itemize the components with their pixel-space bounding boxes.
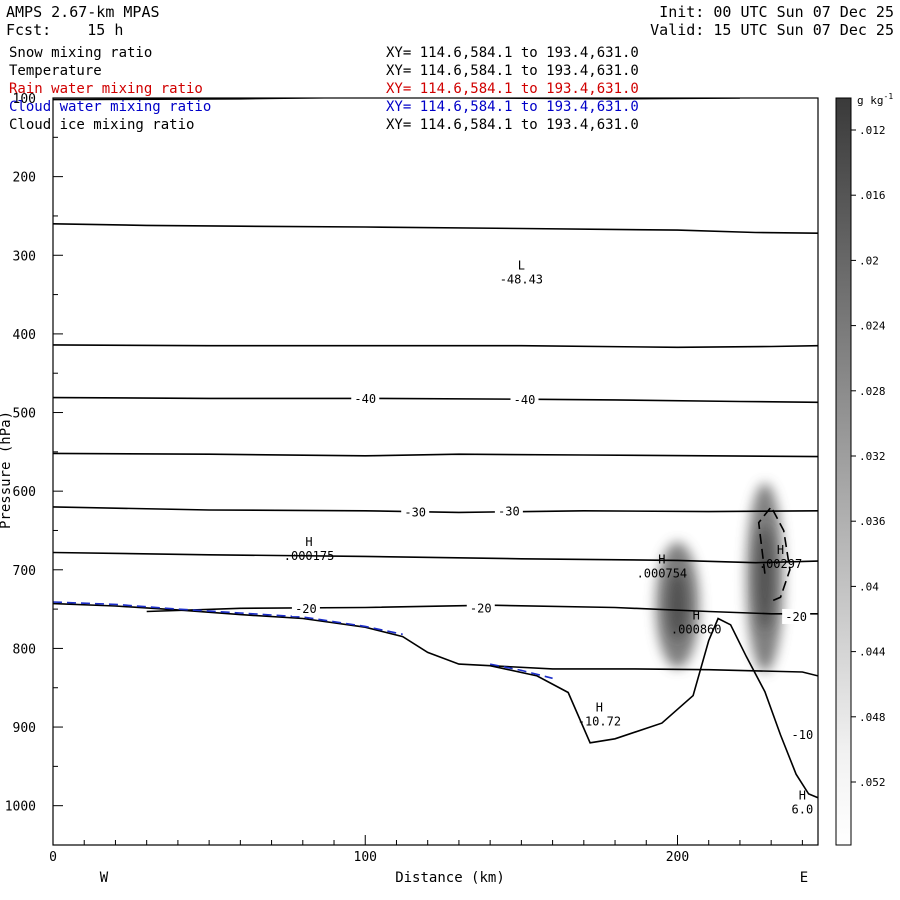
contour-label: -20 bbox=[295, 602, 317, 616]
east-label: E bbox=[800, 870, 808, 886]
temperature-contour-line bbox=[53, 506, 818, 514]
contour-label-bg bbox=[291, 601, 320, 617]
model-title: AMPS 2.67-km MPAS bbox=[6, 3, 160, 21]
extremum-type: H bbox=[693, 608, 700, 622]
temperature-contour-line bbox=[146, 604, 818, 615]
colorbar-tick-label: .044 bbox=[859, 646, 886, 659]
temperature-contour-line bbox=[53, 396, 818, 404]
extremum-type: H bbox=[596, 700, 603, 714]
contour-label: -30 bbox=[498, 505, 520, 519]
temperature-contours bbox=[53, 98, 818, 677]
contour-label-bg bbox=[401, 504, 430, 520]
legend-field-name: Temperature bbox=[9, 63, 102, 79]
colorbar-ticks: .052 .048 .044 .04 .036 .032 .028 .024 .02 .016 .0… bbox=[851, 124, 886, 789]
temperature-contour-line bbox=[53, 344, 818, 349]
legend-field-extent: XY= 114.6,584.1 to 193.4,631.0 bbox=[386, 63, 639, 79]
y-tick-label: 400 bbox=[13, 328, 36, 343]
y-tick-label: 900 bbox=[13, 721, 36, 736]
y-tick-label: 600 bbox=[13, 485, 36, 500]
forecast-hour: Fcst: 15 h bbox=[6, 21, 124, 39]
contour-label: -10 bbox=[792, 728, 814, 742]
extremum-type: H bbox=[777, 543, 784, 557]
temperature-contour-line bbox=[53, 551, 818, 564]
legend-field-name: Rain water mixing ratio bbox=[9, 81, 203, 97]
legend-field-extent: XY= 114.6,584.1 to 193.4,631.0 bbox=[386, 117, 639, 133]
contour-label: -30 bbox=[404, 505, 426, 519]
colorbar-tick-label: .012 bbox=[859, 124, 886, 137]
colorbar-tick-label: .032 bbox=[859, 450, 886, 463]
x-axis-label: Distance (km) bbox=[395, 870, 505, 886]
terrain-line bbox=[53, 602, 818, 799]
x-tick-label: 100 bbox=[354, 850, 377, 865]
contour-label-bg bbox=[788, 726, 817, 742]
axes: 100 200 300 400 500 600 700 800 900 1000 0 100 200 bbox=[5, 92, 803, 865]
contour-label: -40 bbox=[354, 392, 376, 406]
y-tick-label: 700 bbox=[13, 564, 36, 579]
snow-shade-core bbox=[756, 525, 774, 630]
extremum-type: H bbox=[799, 788, 806, 802]
extremum-value: .000175 bbox=[284, 549, 335, 563]
colorbar-tick-label: .048 bbox=[859, 711, 886, 724]
y-tick-label: 100 bbox=[13, 92, 36, 107]
colorbar-tick-label: .016 bbox=[859, 189, 886, 202]
extremum-value: -48.43 bbox=[500, 272, 543, 286]
snow-shading bbox=[655, 483, 784, 673]
snow-shade-core bbox=[667, 570, 688, 640]
colorbar-tick-label: .02 bbox=[859, 254, 879, 267]
contour-label: -20 bbox=[785, 610, 807, 624]
contour-label: -40 bbox=[514, 393, 536, 407]
extremum-type: H bbox=[658, 552, 665, 566]
y-tick-label: 200 bbox=[13, 171, 36, 186]
legend-field-extent: XY= 114.6,584.1 to 193.4,631.0 bbox=[386, 45, 639, 61]
extremum-type: L bbox=[518, 258, 525, 272]
y-tick-label: 800 bbox=[13, 642, 36, 657]
colorbar bbox=[835, 97, 852, 846]
y-axis-label: Pressure (hPa) bbox=[0, 411, 14, 529]
contour-label-bg bbox=[510, 391, 539, 407]
contour-labels: -40 -40 -30 -30 -20 -20 -20 -10 bbox=[291, 391, 817, 742]
legend-field-extent: XY= 114.6,584.1 to 193.4,631.0 bbox=[386, 81, 639, 97]
extremum-value: .00297 bbox=[759, 557, 802, 571]
extremum-type: H bbox=[305, 535, 312, 549]
west-label: W bbox=[100, 870, 109, 886]
cloud-ice-contour bbox=[757, 505, 791, 602]
colorbar-tick-label: .052 bbox=[859, 776, 886, 789]
y-tick-label: 300 bbox=[13, 249, 36, 264]
colorbar-tick-label: .04 bbox=[859, 580, 879, 593]
contour-label: -20 bbox=[470, 601, 492, 615]
init-time: Init: 00 UTC Sun 07 Dec 25 bbox=[659, 3, 894, 21]
temperature-contour-line bbox=[53, 452, 818, 458]
legend-field-name: Cloud ice mixing ratio bbox=[9, 117, 195, 133]
valid-time: Valid: 15 UTC Sun 07 Dec 25 bbox=[650, 21, 894, 39]
cloud-water-contour bbox=[53, 601, 553, 680]
colorbar-tick-label: .024 bbox=[859, 320, 886, 333]
contour-label-bg bbox=[351, 391, 380, 407]
temperature-contour-line bbox=[53, 223, 818, 234]
extremum-value: -10.72 bbox=[578, 714, 621, 728]
extremum-value: .000754 bbox=[637, 566, 688, 580]
legend-field-name: Cloud water mixing ratio bbox=[9, 99, 212, 115]
colorbar-tick-label: .036 bbox=[859, 515, 886, 528]
temperature-contour-line bbox=[53, 98, 740, 101]
colorbar-unit: g kg-1 bbox=[857, 92, 893, 107]
legend-field-name: Snow mixing ratio bbox=[9, 45, 153, 61]
x-tick-label: 200 bbox=[666, 850, 689, 865]
plot-frame bbox=[52, 97, 819, 846]
extremum-value: 6.0 bbox=[792, 802, 814, 816]
x-tick-label: 0 bbox=[49, 850, 57, 865]
colorbar-tick-label: .028 bbox=[859, 385, 886, 398]
extremum-value: .000860 bbox=[671, 622, 722, 636]
y-tick-label: 500 bbox=[13, 407, 36, 422]
contour-label-bg bbox=[466, 600, 495, 616]
y-tick-label: 1000 bbox=[5, 800, 36, 815]
legend-field-extent: XY= 114.6,584.1 to 193.4,631.0 bbox=[386, 99, 639, 115]
contour-label-bg bbox=[494, 503, 523, 519]
contour-label-bg bbox=[782, 608, 811, 624]
temperature-contour-line bbox=[490, 664, 818, 677]
extrema-labels: L-48.43H.000175 H.000754H.000860H.00297H-… bbox=[284, 258, 813, 816]
